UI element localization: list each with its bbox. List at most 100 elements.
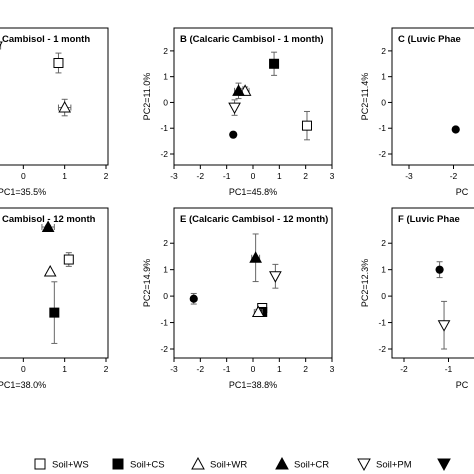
panel-b: B (Calcaric Cambisol - 1 month) -3 -2 -1 0 1 2… bbox=[142, 27, 335, 197]
legend-label: Soil+WS bbox=[52, 460, 89, 471]
y-tick-label: 2 bbox=[381, 238, 386, 248]
legend-marker bbox=[112, 458, 124, 470]
x-tick-label: 0 bbox=[21, 171, 26, 181]
panel-title: Cambisol - 1 month bbox=[2, 34, 90, 45]
legend-label: Soil+PM bbox=[376, 460, 412, 471]
y-tick-label: -2 bbox=[160, 149, 168, 159]
plot-area bbox=[189, 233, 282, 317]
y-tick-label: -2 bbox=[378, 344, 386, 354]
y-tick-label: 0 bbox=[163, 97, 168, 107]
x-tick-label: 1 bbox=[277, 364, 282, 374]
y-tick-label: 1 bbox=[381, 265, 386, 275]
x-tick-label: 2 bbox=[303, 364, 308, 374]
data-point-soil-cs bbox=[269, 58, 280, 69]
plot-area bbox=[435, 261, 451, 350]
legend-marker bbox=[357, 458, 371, 472]
x-tick-label: -2 bbox=[197, 364, 205, 374]
y-tick-label: 0 bbox=[381, 291, 386, 301]
y-tick-label: 2 bbox=[381, 46, 386, 56]
panel-frame bbox=[173, 207, 333, 359]
y-tick-label: -2 bbox=[378, 149, 386, 159]
x-axis-label: PC1=38.8% bbox=[229, 380, 277, 390]
panel-title: C (Luvic Phae bbox=[398, 34, 461, 45]
panel-frame bbox=[391, 207, 474, 359]
plot-area bbox=[228, 51, 312, 141]
y-tick-label: -1 bbox=[378, 123, 386, 133]
panel-title: B (Calcaric Cambisol - 1 month) bbox=[180, 34, 324, 45]
x-tick-label: -2 bbox=[450, 171, 458, 181]
data-point-soil bbox=[229, 130, 238, 139]
panel-e: E (Calcaric Cambisol - 12 month) -3 -2 -1 0 1… bbox=[142, 207, 335, 390]
x-tick-label: 3 bbox=[330, 364, 335, 374]
x-axis-label: PC bbox=[456, 380, 469, 390]
x-tick-label: 0 bbox=[251, 364, 256, 374]
x-tick-label: -1 bbox=[223, 171, 231, 181]
y-axis-label: PC2=14.9% bbox=[142, 259, 152, 307]
x-tick-label: 1 bbox=[62, 364, 67, 374]
data-point-soil-cr bbox=[232, 84, 245, 96]
legend: Soil+WS Soil+CS Soil+WR Soil+CR Soil+PM bbox=[34, 456, 451, 472]
panel-title: Cambisol - 12 month bbox=[2, 214, 96, 225]
y-tick-label: 0 bbox=[381, 97, 386, 107]
x-tick-label: 1 bbox=[62, 171, 67, 181]
legend-marker bbox=[34, 458, 46, 470]
panel-d: Cambisol - 12 month 0 1 2 PC1=38.0% bbox=[0, 207, 109, 390]
data-point-soil-ws bbox=[53, 58, 64, 68]
x-tick-label: -3 bbox=[170, 364, 178, 374]
x-tick-label: -1 bbox=[223, 364, 231, 374]
plot-area bbox=[41, 220, 74, 344]
data-point-soil-pm bbox=[0, 41, 3, 47]
y-axis-label: PC2=12.3% bbox=[360, 259, 370, 307]
x-axis-label: PC1=38.0% bbox=[0, 380, 46, 390]
x-tick-label: 2 bbox=[104, 364, 109, 374]
y-tick-label: 1 bbox=[163, 265, 168, 275]
y-axis-label: PC2=11.0% bbox=[142, 73, 152, 121]
legend-marker bbox=[437, 458, 451, 472]
panel-frame bbox=[0, 27, 109, 166]
x-tick-label: 2 bbox=[104, 171, 109, 181]
data-point-soil-pm bbox=[269, 271, 282, 283]
data-point-soil bbox=[451, 125, 460, 134]
data-point-soil bbox=[435, 265, 444, 274]
panel-title: F (Luvic Phae bbox=[398, 214, 460, 225]
legend-marker bbox=[275, 456, 289, 470]
panel-title: E (Calcaric Cambisol - 12 month) bbox=[180, 214, 328, 225]
x-axis-label: PC bbox=[456, 187, 469, 197]
x-tick-label: -1 bbox=[445, 364, 453, 374]
y-tick-label: 0 bbox=[163, 291, 168, 301]
y-tick-label: -1 bbox=[378, 318, 386, 328]
plot-area bbox=[451, 125, 460, 134]
legend-label: Soil+WR bbox=[210, 460, 247, 471]
data-point-soil-pm bbox=[437, 320, 451, 332]
data-point-soil-ws bbox=[301, 120, 312, 131]
data-point-soil-cs bbox=[49, 307, 60, 318]
y-axis-label: PC2=11.4% bbox=[360, 73, 370, 121]
y-tick-label: -1 bbox=[160, 318, 168, 328]
x-tick-label: -2 bbox=[400, 364, 408, 374]
data-point-soil-ws bbox=[63, 254, 74, 265]
data-point-soil-cr bbox=[249, 251, 262, 263]
x-tick-label: -3 bbox=[405, 171, 413, 181]
legend-marker bbox=[191, 456, 205, 470]
data-point-soil bbox=[189, 294, 198, 303]
x-axis-label: PC1=45.8% bbox=[229, 187, 277, 197]
panel-frame bbox=[0, 207, 109, 359]
x-tick-label: 0 bbox=[251, 171, 256, 181]
data-point-soil-wr bbox=[251, 305, 265, 317]
y-tick-label: 1 bbox=[381, 72, 386, 82]
legend-label: Soil+CS bbox=[130, 460, 165, 471]
x-tick-label: 0 bbox=[21, 364, 26, 374]
panel-frame bbox=[391, 27, 474, 166]
x-tick-label: 3 bbox=[330, 171, 335, 181]
panel-a: Cambisol - 1 month 0 1 2 PC1=35.5% bbox=[0, 27, 109, 197]
x-tick-label: 2 bbox=[303, 171, 308, 181]
y-tick-label: 2 bbox=[163, 46, 168, 56]
data-point-soil-pm bbox=[228, 102, 241, 115]
x-tick-label: 1 bbox=[277, 171, 282, 181]
y-tick-label: 2 bbox=[163, 238, 168, 248]
data-point-soil-cr bbox=[41, 220, 55, 232]
x-tick-label: -2 bbox=[197, 171, 205, 181]
